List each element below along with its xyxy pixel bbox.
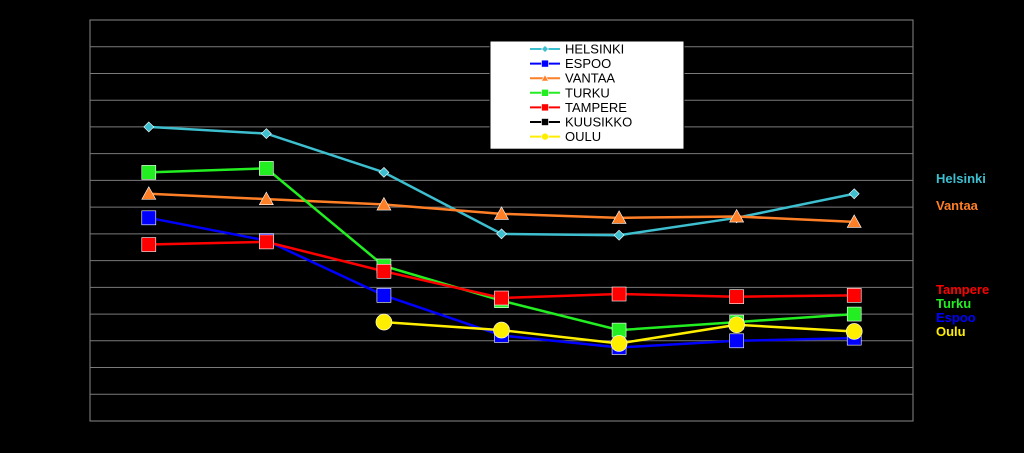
data-point-tampere — [611, 286, 627, 302]
data-point-helsinki — [378, 166, 390, 178]
data-point-vantaa — [141, 186, 157, 200]
legend-label: TAMPERE — [565, 100, 627, 115]
data-point-espoo — [729, 333, 744, 349]
series-group — [141, 121, 863, 355]
gridlines — [90, 46, 913, 395]
data-point-vantaa — [258, 191, 274, 206]
legend-swatch-marker — [541, 118, 549, 126]
side-label: Espoo — [936, 310, 976, 325]
legend-label: ESPOO — [565, 56, 611, 71]
data-point-oulu — [493, 321, 510, 339]
side-label: Tampere — [936, 282, 989, 297]
data-point-helsinki — [848, 188, 860, 200]
side-label: Vantaa — [936, 198, 979, 213]
data-point-helsinki — [260, 128, 272, 140]
data-point-oulu — [845, 323, 863, 340]
data-point-espoo — [141, 210, 157, 226]
series-oulu — [375, 313, 863, 352]
legend-swatch-marker — [541, 103, 549, 112]
data-point-turku — [611, 322, 627, 338]
legend-swatch-marker — [541, 59, 549, 68]
data-point-turku — [846, 306, 862, 322]
legend-item: TAMPERE — [530, 100, 627, 115]
legend-label: KUUSIKKO — [565, 115, 632, 130]
data-point-tampere — [376, 263, 392, 279]
legend: HELSINKIESPOOVANTAATURKUTAMPEREKUUSIKKOO… — [489, 40, 685, 150]
series-vantaa — [141, 186, 862, 228]
data-point-espoo — [376, 288, 392, 303]
data-point-oulu — [375, 313, 393, 331]
series-tampere — [141, 234, 862, 306]
legend-label: HELSINKI — [565, 42, 624, 57]
data-point-tampere — [141, 237, 157, 252]
legend-swatch-marker — [541, 45, 549, 53]
legend-label: OULU — [565, 129, 601, 144]
side-label: Oulu — [936, 324, 966, 339]
data-point-vantaa — [376, 196, 392, 211]
side-label: Helsinki — [936, 171, 986, 186]
data-point-tampere — [729, 289, 744, 304]
data-point-tampere — [846, 288, 862, 303]
legend-swatch-marker — [541, 132, 549, 141]
data-point-helsinki — [496, 228, 507, 240]
legend-item: TURKU — [530, 85, 610, 100]
legend-swatch-marker — [541, 89, 549, 97]
legend-item: HELSINKI — [530, 42, 624, 57]
data-point-helsinki — [143, 121, 155, 133]
legend-swatch-marker — [540, 74, 550, 82]
data-point-oulu — [728, 316, 745, 334]
data-point-oulu — [610, 335, 628, 352]
data-point-tampere — [494, 290, 509, 306]
data-point-vantaa — [611, 210, 627, 224]
legend-box — [489, 40, 685, 150]
legend-item: VANTAA — [530, 71, 615, 86]
data-point-turku — [141, 165, 157, 180]
data-point-vantaa — [846, 214, 862, 228]
side-label: Turku — [936, 296, 971, 311]
data-point-helsinki — [613, 229, 625, 241]
data-point-turku — [259, 161, 274, 176]
legend-item: ESPOO — [530, 56, 611, 71]
legend-label: TURKU — [565, 85, 610, 100]
legend-label: VANTAA — [565, 71, 615, 86]
legend-item: KUUSIKKO — [530, 115, 632, 130]
legend-item: OULU — [530, 129, 601, 144]
data-point-vantaa — [493, 206, 510, 220]
data-point-vantaa — [729, 208, 745, 223]
data-point-tampere — [259, 234, 274, 250]
